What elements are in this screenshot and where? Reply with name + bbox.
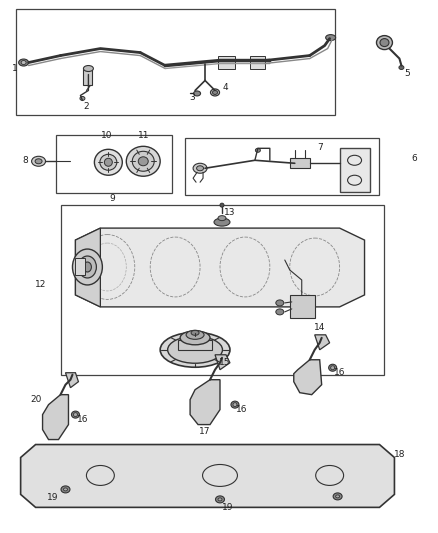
Ellipse shape	[220, 203, 224, 207]
Ellipse shape	[80, 96, 85, 100]
Ellipse shape	[61, 486, 70, 493]
Ellipse shape	[377, 36, 392, 50]
Text: 13: 13	[224, 208, 236, 216]
Ellipse shape	[83, 262, 92, 272]
Ellipse shape	[194, 91, 201, 96]
Ellipse shape	[231, 401, 239, 408]
Ellipse shape	[95, 149, 122, 175]
Ellipse shape	[132, 151, 154, 171]
Text: 10: 10	[101, 131, 112, 140]
Ellipse shape	[74, 413, 78, 417]
Text: 16: 16	[334, 368, 346, 377]
Ellipse shape	[21, 61, 26, 64]
Text: 8: 8	[23, 156, 28, 165]
Ellipse shape	[215, 496, 225, 503]
Ellipse shape	[328, 364, 337, 371]
Ellipse shape	[255, 148, 260, 152]
Text: 1: 1	[12, 64, 18, 73]
Ellipse shape	[186, 330, 204, 340]
Text: 11: 11	[138, 131, 149, 140]
Ellipse shape	[233, 402, 237, 407]
Ellipse shape	[72, 249, 102, 285]
Ellipse shape	[333, 493, 342, 500]
Polygon shape	[290, 158, 310, 168]
Ellipse shape	[19, 59, 28, 66]
Ellipse shape	[331, 366, 335, 370]
Ellipse shape	[180, 331, 210, 345]
Ellipse shape	[126, 147, 160, 176]
Text: 18: 18	[394, 450, 405, 459]
Text: 19: 19	[222, 503, 234, 512]
Text: 12: 12	[35, 280, 46, 289]
Ellipse shape	[218, 498, 222, 501]
Text: 14: 14	[314, 324, 325, 333]
Text: 17: 17	[199, 427, 211, 436]
Ellipse shape	[168, 336, 223, 364]
Ellipse shape	[276, 300, 284, 306]
Polygon shape	[66, 373, 78, 387]
Polygon shape	[83, 69, 92, 85]
Polygon shape	[75, 228, 364, 307]
Polygon shape	[42, 394, 68, 440]
Ellipse shape	[276, 309, 284, 315]
Ellipse shape	[35, 159, 42, 164]
Polygon shape	[339, 148, 370, 192]
Polygon shape	[294, 360, 321, 394]
Ellipse shape	[399, 66, 404, 69]
Text: 2: 2	[84, 102, 89, 111]
Polygon shape	[190, 379, 220, 425]
Polygon shape	[21, 445, 395, 507]
Polygon shape	[290, 295, 314, 318]
Ellipse shape	[193, 163, 207, 173]
Ellipse shape	[138, 157, 148, 166]
Ellipse shape	[336, 495, 339, 498]
Ellipse shape	[100, 154, 117, 170]
Text: 15: 15	[219, 358, 231, 367]
Ellipse shape	[78, 256, 96, 278]
Ellipse shape	[218, 216, 226, 221]
Polygon shape	[218, 55, 235, 69]
Polygon shape	[250, 55, 265, 69]
Ellipse shape	[64, 488, 67, 491]
Text: 20: 20	[30, 395, 41, 404]
Ellipse shape	[214, 218, 230, 226]
Ellipse shape	[104, 158, 112, 166]
Ellipse shape	[211, 89, 219, 96]
Polygon shape	[178, 340, 212, 350]
Polygon shape	[314, 335, 330, 350]
Ellipse shape	[197, 166, 204, 171]
Polygon shape	[75, 258, 85, 275]
Ellipse shape	[212, 91, 218, 94]
Text: 19: 19	[47, 493, 58, 502]
Ellipse shape	[191, 330, 199, 335]
Polygon shape	[215, 355, 230, 370]
Text: 4: 4	[222, 83, 228, 92]
Ellipse shape	[160, 333, 230, 367]
Ellipse shape	[380, 38, 389, 46]
Text: 16: 16	[236, 405, 247, 414]
Ellipse shape	[71, 411, 79, 418]
Text: 16: 16	[77, 415, 88, 424]
Text: 6: 6	[412, 154, 417, 163]
Text: 3: 3	[189, 93, 195, 102]
Polygon shape	[75, 228, 100, 307]
Ellipse shape	[326, 35, 336, 41]
Ellipse shape	[83, 66, 93, 71]
Text: 5: 5	[405, 69, 410, 78]
Text: 9: 9	[110, 193, 115, 203]
Ellipse shape	[32, 156, 46, 166]
Text: 7: 7	[317, 143, 322, 152]
